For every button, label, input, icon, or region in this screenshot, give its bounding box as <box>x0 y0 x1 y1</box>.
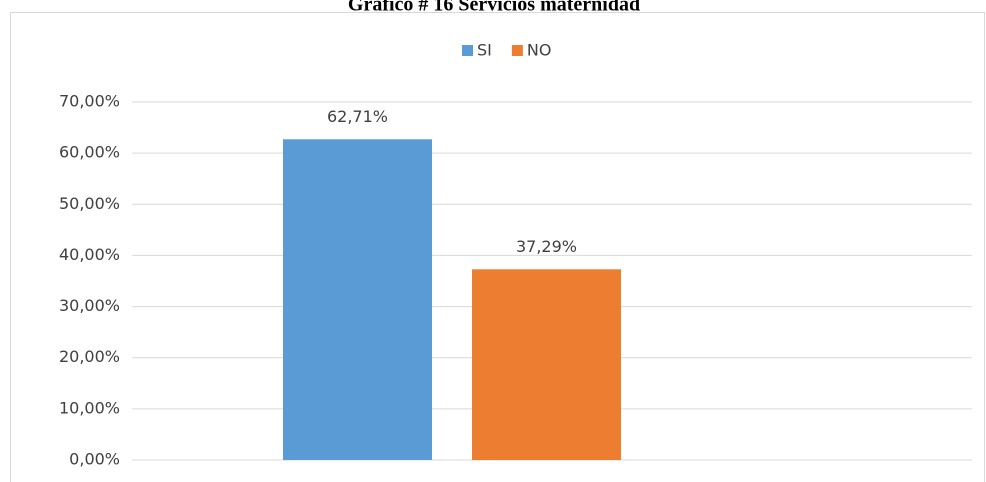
y-tick-label: 70,00% <box>59 92 120 111</box>
legend-label: SI <box>477 41 492 60</box>
data-label: 37,29% <box>516 237 577 256</box>
y-tick-label: 50,00% <box>59 194 120 213</box>
data-label: 62,71% <box>327 107 388 126</box>
legend-swatch <box>511 45 523 56</box>
legend-swatch <box>462 45 473 56</box>
y-tick-label: 10,00% <box>59 398 120 417</box>
bar <box>472 269 621 460</box>
bar <box>283 139 432 460</box>
y-tick-label: 20,00% <box>59 347 120 366</box>
y-tick-label: 40,00% <box>59 245 120 264</box>
y-tick-label: 60,00% <box>59 143 120 162</box>
title-backdrop <box>300 0 690 12</box>
y-tick-label: 0,00% <box>69 450 120 469</box>
legend-label: NO <box>527 41 552 60</box>
chart-title: Gráfico # 16 Servicios maternidad <box>348 0 640 16</box>
y-tick-label: 30,00% <box>59 296 120 315</box>
